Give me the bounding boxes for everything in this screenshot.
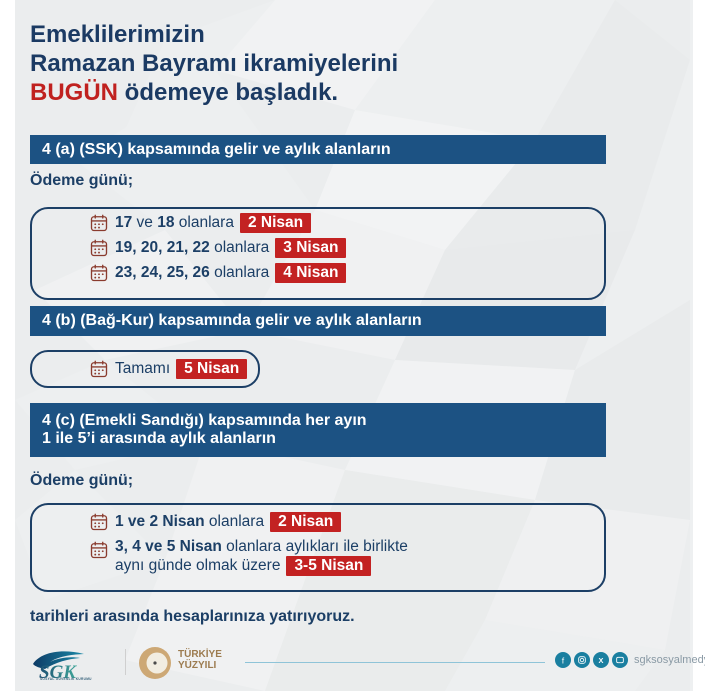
- svg-text:X: X: [599, 656, 604, 665]
